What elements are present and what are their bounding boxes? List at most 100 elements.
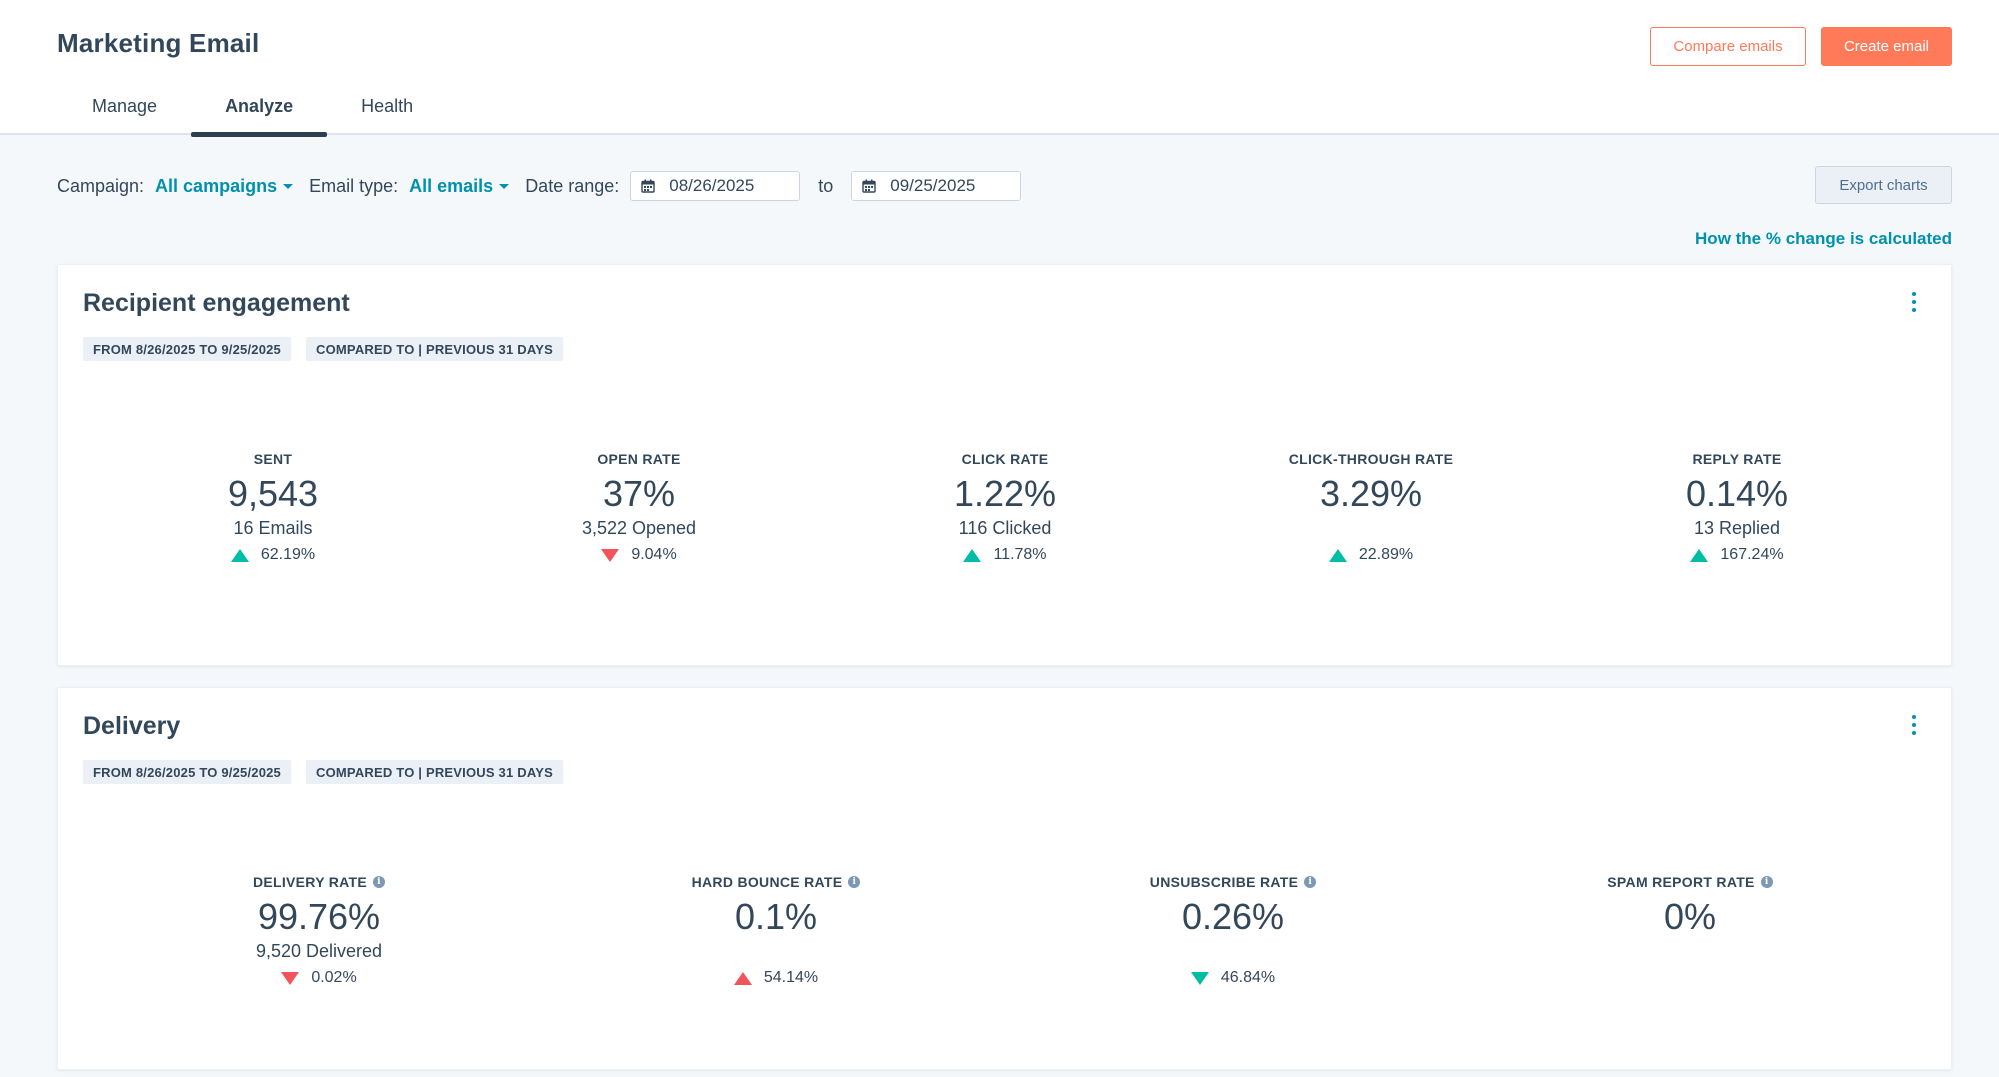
metric-sub: 16 Emails <box>233 518 313 538</box>
card-title: Recipient engagement <box>83 289 350 317</box>
metric-value: 0.1% <box>734 896 818 937</box>
campaign-label: Campaign: <box>57 175 145 196</box>
metric-change: 9.04% <box>489 545 789 565</box>
metric-sub: 13 Replied <box>1693 518 1781 538</box>
start-date-value: 08/26/2025 <box>669 176 755 195</box>
triangle-up-icon <box>230 548 249 562</box>
metric-change-value: 167.24% <box>1720 546 1784 563</box>
create-email-button[interactable]: Create email <box>1821 27 1952 66</box>
metric-value: 3.29% <box>1319 473 1423 514</box>
info-icon[interactable]: i <box>1760 876 1773 888</box>
metric-sent: SENT 9,543 16 Emails 62.19% <box>123 450 423 565</box>
export-charts-button[interactable]: Export charts <box>1815 166 1952 204</box>
metric-label-text: HARD BOUNCE RATE <box>691 874 843 890</box>
email-type-dropdown-value: All emails <box>409 175 494 196</box>
metric-change-value: 9.04% <box>631 546 677 563</box>
comparison-chip: COMPARED TO | PREVIOUS 31 DAYS <box>306 337 563 361</box>
info-icon[interactable]: i <box>848 876 861 888</box>
metric-open-rate: OPEN RATE 37% 3,522 Opened 9.04% <box>489 450 789 565</box>
metric-hard-bounce-rate: HARD BOUNCE RATE i 0.1% 54.14% <box>626 873 926 988</box>
metric-change: 22.89% <box>1221 545 1521 565</box>
info-icon[interactable]: i <box>1304 876 1317 888</box>
metric-change-value: 0.02% <box>311 969 357 986</box>
metric-change: 54.14% <box>626 968 926 988</box>
card-title: Delivery <box>83 712 181 740</box>
chevron-down-icon <box>499 183 510 189</box>
compare-emails-button[interactable]: Compare emails <box>1650 27 1806 66</box>
tab-bar: Manage Analyze Health <box>58 84 447 137</box>
metric-change-value: 22.89% <box>1358 546 1414 563</box>
triangle-up-icon <box>963 548 982 562</box>
metric-sub: 116 Clicked <box>958 518 1052 538</box>
metric-unsubscribe-rate: UNSUBSCRIBE RATE i 0.26% 46.84% <box>1083 873 1383 988</box>
filter-bar: Campaign: All campaigns Email type: All … <box>57 170 1022 202</box>
metric-change-value: 46.84% <box>1220 969 1276 986</box>
page-header: Marketing Email Compare emails Create em… <box>0 0 1999 137</box>
campaign-dropdown-value: All campaigns <box>155 175 278 196</box>
metric-change: 11.78% <box>855 545 1155 565</box>
percent-change-help-link[interactable]: How the % change is calculated <box>1695 229 1952 248</box>
metric-spam-report-rate: SPAM REPORT RATE i 0% <box>1540 873 1840 963</box>
metric-change: 62.19% <box>123 545 423 565</box>
calendar-icon <box>641 179 655 193</box>
card-chips: FROM 8/26/2025 TO 9/25/2025 COMPARED TO … <box>83 760 578 784</box>
info-icon[interactable]: i <box>373 876 386 888</box>
triangle-down-icon <box>601 548 620 562</box>
metric-label: HARD BOUNCE RATE i <box>626 873 926 891</box>
email-type-dropdown[interactable]: All emails <box>409 175 510 197</box>
tab-manage[interactable]: Manage <box>92 96 158 116</box>
metric-value: 99.76% <box>257 896 381 937</box>
metric-delivery-rate: DELIVERY RATE i 99.76% 9,520 Delivered 0… <box>169 873 469 988</box>
date-range-to-label: to <box>818 175 834 196</box>
metric-change: 0.02% <box>169 968 469 988</box>
metric-sub <box>1221 518 1521 540</box>
metric-change: 46.84% <box>1083 968 1383 988</box>
more-options-icon[interactable] <box>1909 292 1919 312</box>
tab-analyze[interactable]: Analyze <box>191 84 328 137</box>
card-chips: FROM 8/26/2025 TO 9/25/2025 COMPARED TO … <box>83 337 578 361</box>
metric-change-value: 62.19% <box>260 546 316 563</box>
end-date-input[interactable]: 09/25/2025 <box>851 171 1022 201</box>
comparison-chip: COMPARED TO | PREVIOUS 31 DAYS <box>306 760 563 784</box>
metric-label: UNSUBSCRIBE RATE i <box>1083 873 1383 891</box>
metric-value: 0.26% <box>1181 896 1285 937</box>
metric-label: CLICK RATE <box>961 451 1049 467</box>
triangle-up-icon <box>1690 548 1709 562</box>
email-type-label: Email type: <box>309 175 399 196</box>
metric-value: 0% <box>1663 896 1717 937</box>
delivery-card: Delivery FROM 8/26/2025 TO 9/25/2025 COM… <box>57 687 1952 1070</box>
metric-label-text: SPAM REPORT RATE <box>1607 874 1755 890</box>
metric-change: 167.24% <box>1587 545 1887 565</box>
metric-sub <box>626 941 926 963</box>
metric-value: 0.14% <box>1685 473 1789 514</box>
metric-value: 37% <box>602 473 676 514</box>
start-date-input[interactable]: 08/26/2025 <box>630 171 801 201</box>
more-options-icon[interactable] <box>1909 715 1919 735</box>
metric-sub <box>1540 941 1840 963</box>
triangle-down-icon <box>281 971 300 985</box>
metric-label: OPEN RATE <box>597 451 681 467</box>
metric-label: CLICK-THROUGH RATE <box>1288 451 1454 467</box>
date-range-chip: FROM 8/26/2025 TO 9/25/2025 <box>83 760 291 784</box>
metric-change-value: 11.78% <box>993 546 1047 563</box>
metric-sub: 3,522 Opened <box>581 518 697 538</box>
tab-health[interactable]: Health <box>361 96 414 116</box>
metric-change-value: 54.14% <box>763 969 819 986</box>
campaign-dropdown[interactable]: All campaigns <box>155 175 294 197</box>
recipient-engagement-card: Recipient engagement FROM 8/26/2025 TO 9… <box>57 264 1952 666</box>
metric-label: REPLY RATE <box>1692 451 1782 467</box>
metric-click-through-rate: CLICK-THROUGH RATE 3.29% 22.89% <box>1221 450 1521 565</box>
triangle-up-icon <box>1328 548 1347 562</box>
end-date-value: 09/25/2025 <box>890 176 976 195</box>
triangle-up-icon <box>733 971 752 985</box>
metric-label-text: UNSUBSCRIBE RATE <box>1149 874 1299 890</box>
metric-label: SENT <box>253 451 293 467</box>
date-range-label: Date range: <box>525 175 620 196</box>
metric-label: DELIVERY RATE i <box>169 873 469 891</box>
metric-sub <box>1083 941 1383 963</box>
metric-label: SPAM REPORT RATE i <box>1540 873 1840 891</box>
metric-sub: 9,520 Delivered <box>255 941 383 961</box>
chevron-down-icon <box>283 183 294 189</box>
date-range-chip: FROM 8/26/2025 TO 9/25/2025 <box>83 337 291 361</box>
metric-click-rate: CLICK RATE 1.22% 116 Clicked 11.78% <box>855 450 1155 565</box>
